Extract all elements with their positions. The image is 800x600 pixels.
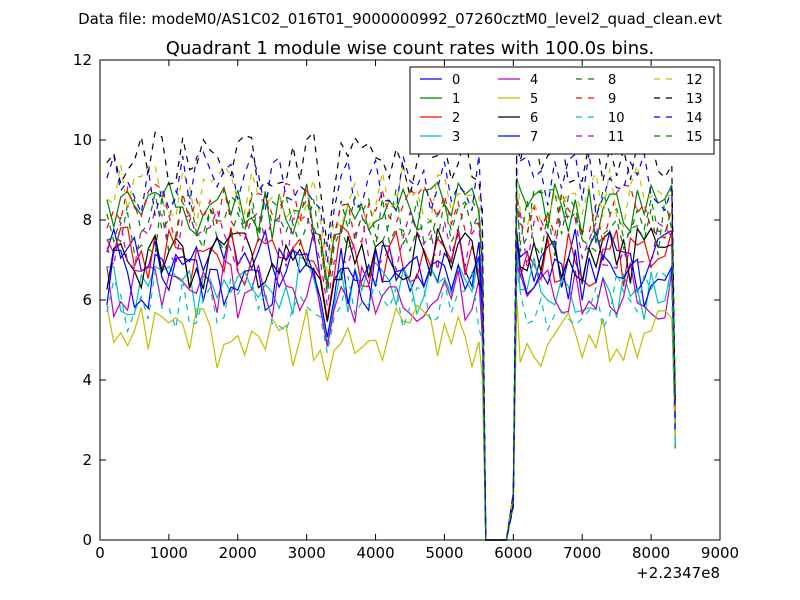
plot-area (106, 131, 676, 541)
legend-label-13: 13 (686, 92, 703, 107)
axes: 0 1000 2000 3000 4000 5000 6000 7000 8000 9000 0 2 4… (73, 51, 739, 562)
series-line-9 (106, 182, 676, 541)
y-tick-label: 6 (82, 291, 92, 309)
series-line-2 (106, 224, 676, 541)
x-tick-label: 3000 (288, 544, 326, 562)
legend-label-15: 15 (686, 130, 703, 145)
y-tick-label: 2 (82, 451, 92, 469)
x-tick-label: 2000 (219, 544, 257, 562)
x-tick-label: 1000 (150, 544, 188, 562)
series-line-12 (106, 159, 676, 541)
legend-label-2: 2 (452, 111, 460, 126)
chart-title: Quadrant 1 module wise count rates with … (166, 38, 655, 59)
y-tick-label: 8 (82, 211, 92, 229)
series-line-7 (106, 238, 676, 541)
legend-label-4: 4 (530, 73, 538, 88)
legend-label-12: 12 (686, 73, 703, 88)
legend-label-8: 8 (608, 73, 616, 88)
series-line-6 (106, 226, 676, 541)
series-line-15 (106, 192, 676, 541)
series-line-13 (106, 131, 676, 541)
legend-label-1: 1 (452, 92, 460, 107)
series-line-4 (106, 259, 676, 541)
y-tick-label: 4 (82, 371, 92, 389)
series-line-5 (106, 296, 676, 541)
x-tick-label: 4000 (356, 544, 394, 562)
legend-label-10: 10 (608, 111, 625, 126)
legend-label-6: 6 (530, 111, 538, 126)
series-line-3 (106, 251, 676, 541)
x-tick-label: 7000 (563, 544, 601, 562)
x-tick-label: 9000 (701, 544, 739, 562)
y-tick-label: 12 (73, 51, 92, 69)
series-line-14 (106, 144, 676, 541)
x-offset-label: +2.2347e8 (636, 564, 720, 582)
figure-suptitle: Data file: modeM0/AS1C02_016T01_90000009… (78, 10, 722, 29)
y-tick-label: 10 (73, 131, 92, 149)
legend-label-7: 7 (530, 130, 538, 145)
y-tick-label: 0 (82, 531, 92, 549)
x-tick-label: 6000 (494, 544, 532, 562)
legend-label-5: 5 (530, 92, 538, 107)
x-tick-label: 0 (95, 544, 105, 562)
legend-label-0: 0 (452, 73, 460, 88)
series-line-11 (106, 207, 676, 541)
legend-label-9: 9 (608, 92, 616, 107)
legend-label-3: 3 (452, 130, 460, 145)
x-tick-label: 5000 (425, 544, 463, 562)
x-tick-label: 8000 (632, 544, 670, 562)
legend-label-11: 11 (608, 130, 625, 145)
legend-label-14: 14 (686, 111, 703, 126)
legend-box (409, 66, 715, 155)
series-line-10 (106, 266, 676, 541)
